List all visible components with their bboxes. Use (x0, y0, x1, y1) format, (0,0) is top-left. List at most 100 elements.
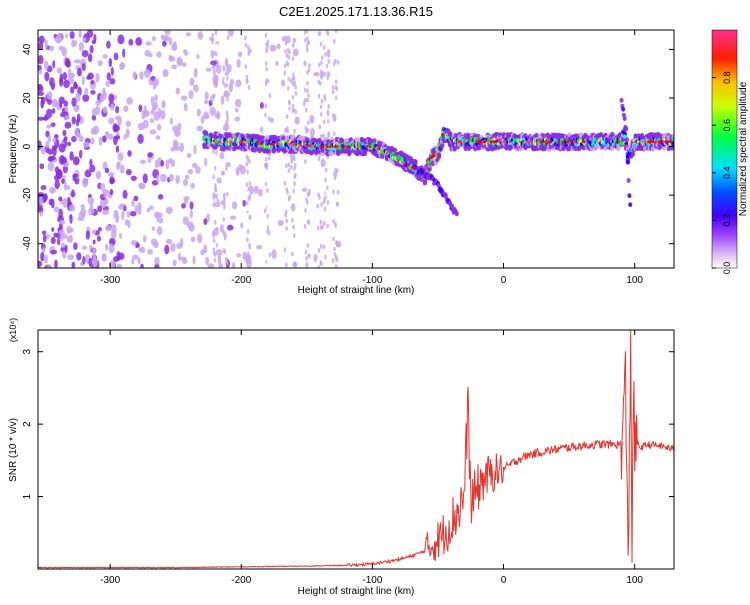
heatmap-cell (82, 94, 90, 102)
heatmap-cell (136, 242, 140, 248)
heatmap-cell (246, 237, 249, 243)
heatmap-cell (154, 256, 160, 265)
heatmap-cell (327, 104, 330, 109)
heatmap-cell (171, 64, 178, 70)
heatmap-cell (196, 233, 203, 244)
heatmap-cell (71, 39, 75, 48)
heatmap-cell (264, 112, 267, 118)
heatmap-cell (304, 107, 308, 113)
heatmap-cell (189, 209, 193, 219)
heatmap-cell (413, 160, 418, 166)
heatmap-cell (226, 117, 229, 123)
heatmap-cell (266, 188, 269, 194)
heatmap-cell (169, 174, 174, 182)
heatmap-cell (82, 245, 87, 250)
heatmap-cell (62, 129, 67, 137)
heatmap-cell (125, 128, 130, 138)
heatmap-cell (60, 242, 66, 249)
heatmap-cell (277, 219, 284, 227)
heatmap-cell (288, 100, 291, 106)
heatmap-cell (283, 180, 287, 186)
heatmap-cell (78, 42, 84, 52)
heatmap-cell (215, 193, 219, 199)
heatmap-cell (67, 68, 72, 75)
heatmap-cell (45, 140, 50, 149)
heatmap-cell (214, 113, 218, 119)
heatmap-cell (331, 85, 335, 90)
heatmap-cell (294, 116, 300, 125)
heatmap-cell (212, 233, 215, 238)
heatmap-cell (181, 95, 188, 101)
heatmap-cell (51, 198, 55, 209)
heatmap-cell (222, 66, 226, 72)
heatmap-cell (130, 239, 138, 246)
heatmap-cell (110, 67, 114, 76)
heatmap-cell (109, 177, 116, 184)
heatmap-cell (56, 67, 63, 74)
heatmap-cell (303, 101, 306, 107)
heatmap-cell (40, 251, 45, 262)
heatmap-cell (108, 117, 115, 125)
heatmap-cell (307, 67, 311, 73)
heatmap-cell (116, 263, 123, 268)
heatmap-cell (70, 189, 75, 198)
heatmap-cell (203, 99, 209, 105)
heatmap-cell (88, 257, 93, 268)
heatmap-cell (626, 178, 631, 183)
heatmap-cell (104, 243, 109, 252)
heatmap-cell (324, 177, 327, 183)
heatmap-cell (244, 35, 247, 41)
snr-y-tick-label: 3 (22, 349, 33, 355)
heatmap-cell (75, 92, 81, 102)
heatmap-cell (139, 71, 144, 80)
heatmap-cell (147, 249, 154, 255)
heatmap-cell (147, 152, 153, 158)
heatmap-cell (137, 133, 144, 144)
heatmap-cell (182, 258, 188, 264)
heatmap-cell (235, 79, 242, 88)
heatmap-cell (84, 169, 92, 178)
heatmap-cell (305, 197, 308, 203)
heatmap-cell (323, 96, 327, 102)
heatmap-cell (138, 247, 142, 253)
spectrogram-y-tick-label: 40 (22, 43, 33, 55)
heatmap-cell (195, 166, 201, 174)
heatmap-cell (284, 127, 287, 133)
heatmap-cell (108, 93, 115, 104)
heatmap-cell (90, 137, 95, 145)
heatmap-cell (144, 110, 150, 116)
heatmap-cell (224, 232, 227, 238)
heatmap-cell (534, 132, 539, 139)
heatmap-cell (283, 63, 287, 69)
heatmap-cell (275, 60, 279, 66)
heatmap-cell (153, 211, 160, 219)
heatmap-cell (216, 177, 222, 184)
heatmap-cell (99, 94, 105, 103)
heatmap-cell (114, 116, 121, 121)
spectrogram-x-tick-label: -300 (100, 275, 120, 286)
heatmap-cell (208, 36, 215, 41)
heatmap-cell (326, 118, 330, 124)
heatmap-cell (70, 86, 75, 94)
heatmap-cell (292, 233, 296, 239)
heatmap-cell (66, 225, 72, 234)
heatmap-cell (258, 188, 263, 197)
heatmap-cell (92, 257, 98, 268)
heatmap-cell (283, 70, 287, 76)
heatmap-cell (225, 191, 229, 197)
heatmap-cell (184, 49, 188, 57)
heatmap-cell (64, 57, 71, 68)
heatmap-cell (671, 141, 674, 146)
snr-x-tick-label: 0 (501, 575, 507, 586)
heatmap-cell (265, 66, 268, 72)
heatmap-cell (91, 108, 97, 116)
heatmap-cell (226, 224, 234, 231)
heatmap-cell (190, 236, 196, 243)
heatmap-cell (39, 211, 44, 217)
heatmap-cell (54, 259, 58, 268)
heatmap-cell (317, 79, 321, 85)
heatmap-cell (304, 208, 307, 213)
heatmap-cell (225, 110, 229, 116)
heatmap-cell (51, 108, 56, 114)
heatmap-cell (671, 136, 674, 142)
